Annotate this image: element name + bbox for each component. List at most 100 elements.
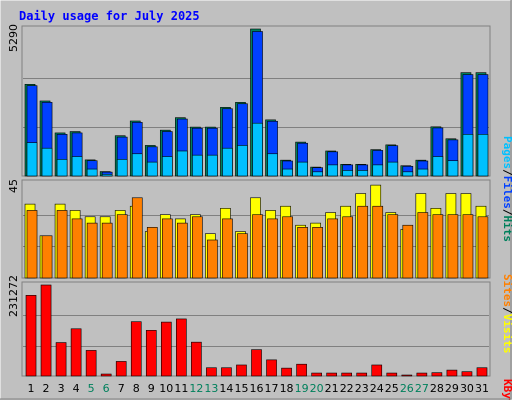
legend-sep-1: / <box>501 169 512 176</box>
pages-bar-day-16 <box>252 122 263 177</box>
kbytes-bar-day-24 <box>371 364 383 377</box>
pages-bar-day-6 <box>101 174 113 177</box>
day-label: 6 <box>103 382 110 395</box>
sites-bar-day-19 <box>297 227 308 279</box>
kbytes-bar-day-6 <box>100 373 112 377</box>
kbytes-bar-day-21 <box>326 372 337 377</box>
pages-bar-day-22 <box>342 170 354 177</box>
day-label: 8 <box>133 382 140 395</box>
sites-bar-day-23 <box>357 205 369 279</box>
sites-bar-day-14 <box>222 218 233 279</box>
kbytes-bar-day-14 <box>221 367 232 377</box>
chart-bars <box>24 28 489 377</box>
sites-bar-day-22 <box>342 216 354 279</box>
day-label: 18 <box>280 382 294 395</box>
pages-bar-day-9 <box>146 161 158 177</box>
pages-bar-day-5 <box>86 168 98 177</box>
day-label: 16 <box>250 382 264 395</box>
kbytes-max-label: 231272 <box>7 275 20 317</box>
pages-bar-day-26 <box>402 171 414 177</box>
day-label: 7 <box>118 382 125 395</box>
day-label: 23 <box>355 382 369 395</box>
sites-bar-day-2 <box>41 235 53 279</box>
visits-max-label: 45 <box>7 179 20 193</box>
sites-bar-day-29 <box>447 214 459 279</box>
pages-bar-day-27 <box>417 168 429 177</box>
kbytes-bar-day-26 <box>401 374 413 377</box>
day-label: 31 <box>475 382 489 395</box>
pages-bar-day-18 <box>282 168 293 177</box>
pages-bar-day-23 <box>357 170 369 177</box>
sites-bar-day-10 <box>161 218 173 279</box>
pages-bar-day-10 <box>161 156 173 177</box>
sites-bar-day-21 <box>327 218 338 279</box>
kbytes-bar-day-18 <box>281 367 292 377</box>
kbytes-bar-day-1 <box>25 295 37 377</box>
sites-bar-day-11 <box>177 222 188 279</box>
kbytes-bar-day-12 <box>191 341 202 377</box>
day-label: 27 <box>415 382 429 395</box>
kbytes-bar-day-2 <box>40 284 52 377</box>
day-label: 28 <box>430 382 444 395</box>
day-labels: 1 2 3 4 5 6 7 8 9 10 11 12 13 14 15 16 17 18 19 20 21 22 23 24 2… <box>28 382 489 395</box>
kbytes-bar-day-13 <box>206 367 217 377</box>
sites-bar-day-5 <box>86 222 98 279</box>
sites-bar-day-3 <box>56 210 68 279</box>
pages-bar-day-7 <box>116 159 128 177</box>
pages-bar-day-8 <box>131 153 143 177</box>
sites-bar-day-26 <box>402 224 414 279</box>
hits-max-label: 5290 <box>7 24 20 52</box>
chart-title: Daily usage for July 2025 <box>19 9 200 23</box>
sites-bar-day-16 <box>252 214 263 279</box>
pages-bar-day-31 <box>477 134 489 177</box>
pages-bar-day-12 <box>192 154 203 177</box>
day-label: 24 <box>370 382 384 395</box>
day-label: 12 <box>189 382 203 395</box>
kbytes-bar-day-10 <box>160 321 172 377</box>
legend-kbytes: KBytes <box>501 379 512 400</box>
day-label: 5 <box>88 382 95 395</box>
day-label: 21 <box>325 382 339 395</box>
sites-bar-day-7 <box>116 214 128 279</box>
kbytes-bar-day-19 <box>296 363 307 377</box>
day-label: 30 <box>460 382 474 395</box>
pages-bar-day-13 <box>207 154 218 177</box>
sites-bar-day-6 <box>101 222 113 279</box>
kbytes-bar-day-8 <box>130 321 142 377</box>
kbytes-bar-day-5 <box>85 350 97 377</box>
pages-bar-day-20 <box>312 171 323 177</box>
day-label: 26 <box>400 382 414 395</box>
pages-bar-day-1 <box>26 142 38 177</box>
sites-bar-day-17 <box>267 218 278 279</box>
kbytes-bar-day-9 <box>145 330 157 377</box>
pages-bar-day-21 <box>327 164 338 177</box>
sites-bar-day-13 <box>207 239 218 279</box>
day-label: 20 <box>310 382 324 395</box>
day-label: 9 <box>148 382 155 395</box>
pages-bar-day-30 <box>462 134 474 177</box>
pages-bar-day-3 <box>56 159 68 177</box>
sites-bar-day-12 <box>192 216 203 279</box>
pages-bar-day-17 <box>267 153 278 177</box>
pages-bar-day-28 <box>432 156 444 177</box>
pages-bar-day-15 <box>237 145 248 177</box>
day-label: 13 <box>204 382 218 395</box>
day-label: 17 <box>265 382 279 395</box>
pages-bar-day-25 <box>387 161 399 177</box>
kbytes-bar-day-15 <box>236 364 247 377</box>
day-label: 29 <box>445 382 459 395</box>
kbytes-bar-day-4 <box>70 328 82 377</box>
kbytes-bar-day-20 <box>311 372 322 377</box>
sites-bar-day-20 <box>312 227 323 279</box>
pages-bar-day-29 <box>447 160 459 177</box>
legend-sep-3: / <box>501 307 512 314</box>
kbytes-bar-day-7 <box>115 361 127 377</box>
sites-bar-day-31 <box>477 216 489 279</box>
kbytes-bar-day-28 <box>431 372 443 377</box>
sites-bar-day-1 <box>26 210 38 279</box>
pages-bar-day-2 <box>41 147 53 177</box>
kbytes-bar-day-23 <box>356 372 368 377</box>
day-label: 25 <box>385 382 399 395</box>
kbytes-bar-day-3 <box>55 342 67 377</box>
